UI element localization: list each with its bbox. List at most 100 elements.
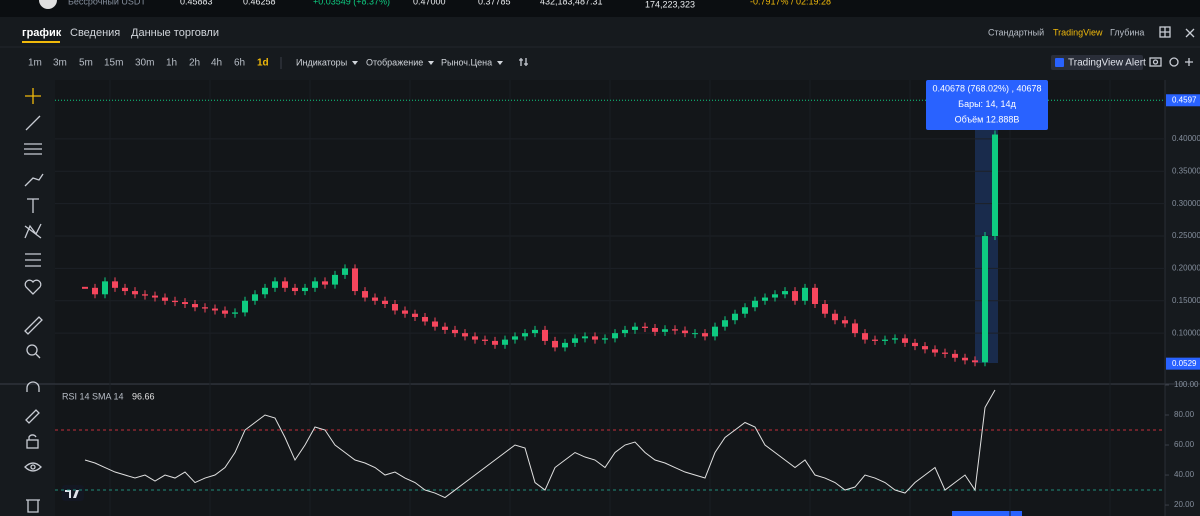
candle <box>142 294 148 296</box>
candle <box>532 329 538 334</box>
candle <box>992 134 998 237</box>
alert-icon <box>1055 58 1064 67</box>
tab[interactable]: график <box>22 27 62 39</box>
candle <box>422 316 428 322</box>
interval[interactable]: 30m <box>135 58 154 69</box>
candle <box>222 310 228 314</box>
menu-arrow <box>352 61 358 65</box>
time-range-highlight <box>952 511 1022 516</box>
view-option[interactable]: Глубина <box>1110 27 1144 37</box>
tab[interactable]: Данные торговли <box>131 27 219 39</box>
candle <box>522 333 528 337</box>
candle <box>182 302 188 305</box>
low-price-label: 0.0529 <box>1172 359 1197 368</box>
interval[interactable]: 1h <box>166 58 177 69</box>
candle <box>462 333 468 337</box>
interval[interactable]: 3m <box>53 58 67 69</box>
interval[interactable]: 1m <box>28 58 42 69</box>
candle <box>502 339 508 345</box>
candle <box>642 326 648 328</box>
candle <box>122 287 128 292</box>
candle <box>272 281 278 288</box>
menu[interactable]: Отображение <box>366 57 423 67</box>
candle <box>312 281 318 288</box>
tooltip-line: Бары: 14, 14д <box>958 99 1016 109</box>
candle <box>772 294 778 298</box>
ticker-strip <box>0 0 1200 17</box>
candle <box>372 297 378 301</box>
candle <box>482 339 488 341</box>
candle <box>852 323 858 334</box>
interval[interactable]: 1d <box>257 58 269 69</box>
candle <box>262 287 268 295</box>
candle <box>602 338 608 340</box>
interval[interactable]: 5m <box>79 58 93 69</box>
menu[interactable]: Рыноч.Цена <box>441 57 492 67</box>
tooltip-line: 0.40678 (768.02%) , 40678 <box>932 83 1041 93</box>
alert-label[interactable]: TradingView Alert <box>1068 58 1146 69</box>
candle <box>892 338 898 340</box>
candle <box>682 330 688 334</box>
candle <box>762 297 768 301</box>
candle <box>922 346 928 350</box>
candle <box>872 339 878 341</box>
ticker-value: 0.45883 <box>180 0 213 6</box>
candle <box>152 295 158 298</box>
candle <box>732 313 738 321</box>
candle <box>782 291 788 295</box>
candle <box>552 340 558 348</box>
interval[interactable]: 2h <box>189 58 200 69</box>
candle <box>902 338 908 343</box>
candle <box>112 281 118 288</box>
candle <box>492 340 498 345</box>
ticker-value: 432,183,487.31 <box>540 0 603 6</box>
candle <box>512 336 518 340</box>
price-tick-label: 0.10000 <box>1172 328 1200 337</box>
rsi-last-value: 96.66 <box>132 391 155 401</box>
ticker-value: 0.37785 <box>478 0 511 6</box>
candle <box>472 336 478 340</box>
tooltip-line: Объём 12.888B <box>955 114 1020 124</box>
rsi-title: RSI 14 SMA 14 <box>62 391 124 401</box>
candle <box>952 353 958 358</box>
candle <box>342 268 348 275</box>
candle <box>542 329 548 341</box>
candle <box>202 307 208 309</box>
drawing-toolbar[interactable] <box>24 88 44 513</box>
candle <box>982 236 988 363</box>
candle <box>172 300 178 303</box>
candle <box>712 326 718 337</box>
interval[interactable]: 4h <box>211 58 222 69</box>
ticker-label: Бессрочный USDT <box>68 0 146 6</box>
alert-button[interactable] <box>1051 55 1143 70</box>
price-tick-label: 0.15000 <box>1172 296 1200 305</box>
ticker-value: 0.46258 <box>243 0 276 6</box>
candle <box>882 339 888 341</box>
coin-icon <box>39 0 57 9</box>
candle <box>242 300 248 313</box>
view-option[interactable]: TradingView <box>1053 27 1103 37</box>
candle <box>292 287 298 292</box>
ticker-value: 174,223,323 <box>645 0 695 9</box>
menu-arrow <box>428 61 434 65</box>
candle <box>932 349 938 353</box>
view-option[interactable]: Стандартный <box>988 27 1044 37</box>
tab[interactable]: Сведения <box>70 27 120 39</box>
candle <box>432 321 438 327</box>
candle <box>742 307 748 314</box>
interval[interactable]: 15m <box>104 58 123 69</box>
candle <box>692 333 698 335</box>
right-icons[interactable] <box>519 26 1195 67</box>
menu[interactable]: Индикаторы <box>296 57 347 67</box>
candle <box>752 300 758 308</box>
ticker-value: -0.7917% / 02:19:28 <box>750 0 831 6</box>
candle <box>592 336 598 340</box>
rsi-tick-label: 80.00 <box>1174 410 1195 419</box>
candle <box>862 333 868 340</box>
rsi-line <box>84 389 996 499</box>
candle <box>652 327 658 332</box>
candle <box>822 304 828 314</box>
interval[interactable]: 6h <box>234 58 245 69</box>
candle <box>582 336 588 339</box>
